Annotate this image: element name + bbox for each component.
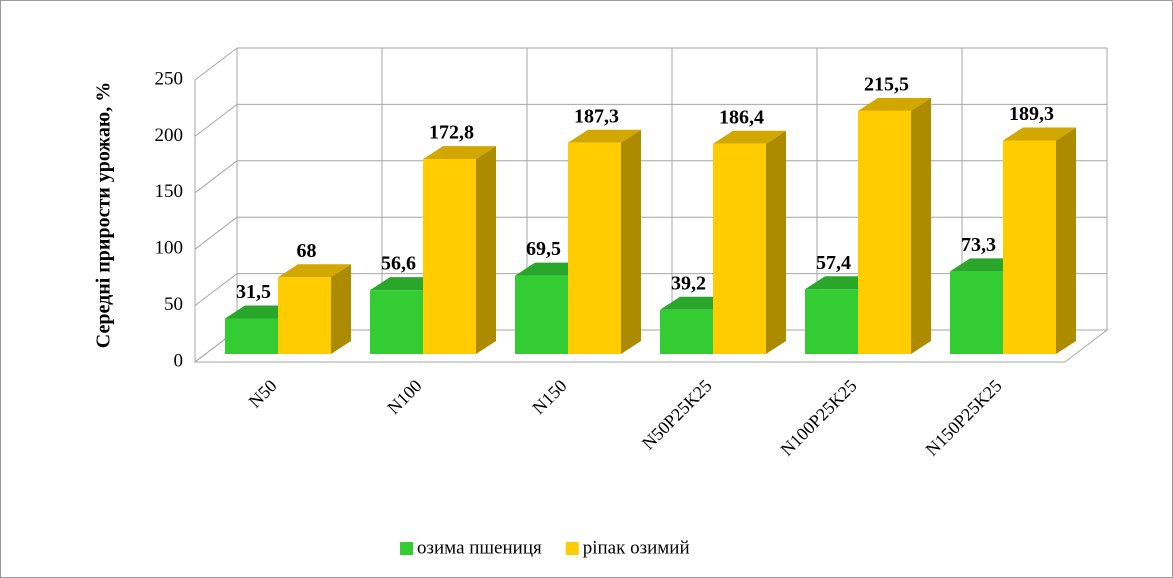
- bar: [278, 277, 331, 354]
- grid-line: [194, 104, 238, 137]
- value-label: 68: [297, 240, 317, 262]
- legend-swatch: [400, 542, 413, 555]
- value-label: 39,2: [671, 272, 706, 294]
- bar: [950, 271, 1003, 354]
- bar-top: [568, 129, 641, 143]
- y-tick-label: 250: [155, 68, 184, 89]
- y-axis-label: Середні прирости урожаю, %: [93, 82, 115, 348]
- bar: [660, 309, 713, 354]
- bar: [568, 142, 621, 354]
- value-label: 57,4: [816, 252, 851, 274]
- y-tick-label: 150: [155, 181, 184, 202]
- grid-line: [194, 273, 238, 306]
- bar-top: [858, 97, 931, 111]
- grid-line: [194, 47, 238, 81]
- grid-line: [194, 216, 238, 250]
- bar: [858, 110, 911, 354]
- bar: [805, 289, 858, 354]
- value-label: 215,5: [864, 74, 909, 96]
- bar-top: [713, 130, 786, 144]
- bar: [423, 159, 476, 354]
- grid-line: [194, 160, 238, 194]
- bar-side: [911, 97, 931, 354]
- bar-side: [766, 130, 786, 354]
- bar: [370, 290, 423, 354]
- bar-top: [278, 264, 351, 278]
- legend-label: ріпак озимий: [583, 537, 690, 558]
- bar-side: [476, 146, 496, 354]
- legend-label: озима пшениця: [417, 537, 542, 558]
- bar-top: [423, 146, 496, 160]
- value-label: 73,3: [961, 234, 996, 256]
- y-tick-label: 200: [155, 125, 184, 146]
- y-tick-label: 50: [164, 294, 183, 315]
- value-label: 186,4: [719, 106, 764, 128]
- value-label: 56,6: [381, 253, 416, 275]
- bar: [713, 143, 766, 354]
- value-label: 172,8: [429, 122, 474, 144]
- value-label: 31,5: [236, 281, 271, 303]
- legend-swatch: [565, 542, 579, 555]
- bar: [515, 275, 568, 354]
- bar-side: [621, 129, 641, 354]
- y-tick-label: 0: [174, 350, 184, 371]
- bar: [225, 318, 278, 354]
- bar-side: [1056, 127, 1076, 354]
- value-label: 187,3: [574, 105, 619, 127]
- bar: [1003, 140, 1056, 354]
- value-label: 69,5: [526, 238, 561, 260]
- bar-side: [331, 264, 351, 354]
- y-tick-label: 100: [155, 238, 184, 259]
- bar-top: [1003, 127, 1076, 141]
- value-label: 189,3: [1009, 103, 1054, 125]
